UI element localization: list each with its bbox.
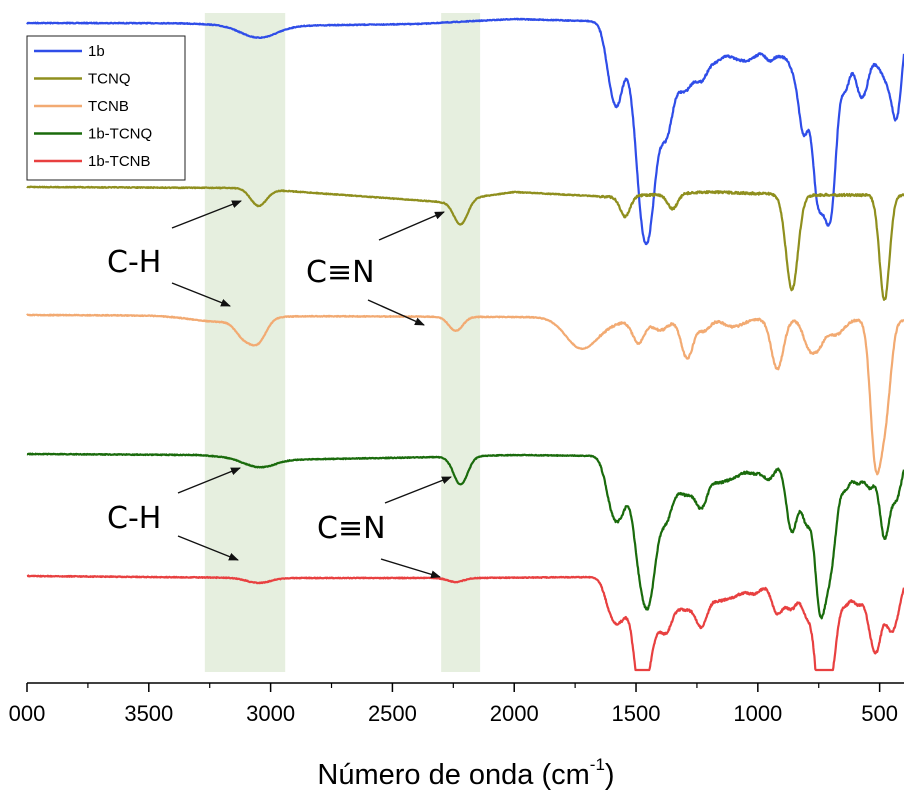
x-tick-label: 2000: [490, 701, 539, 726]
x-axis-label: Número de onda (cm-1): [317, 755, 614, 791]
legend-box: [26, 35, 186, 181]
annotation-label: C-H: [107, 245, 161, 280]
annotation-arrow: [367, 299, 425, 326]
annotations: C-H C≡N C-H C≡N: [107, 200, 452, 579]
legend-label-1b-tcnb: 1b-TCNB: [88, 153, 151, 170]
annotation-arrow: [380, 558, 441, 579]
series-tcnq: [26, 185, 904, 301]
series-line-1b: [26, 17, 904, 246]
x-tick-label: 3000: [246, 701, 295, 726]
legend: 1b TCNQ TCNB 1b-TCNQ 1b-TCNB: [26, 35, 186, 181]
x-tick-label: 1000: [733, 701, 782, 726]
x-ticks: 000 3500 3000 2500 2000 1500 1000 500: [9, 683, 898, 726]
series-line-1b-tcnq: [26, 452, 904, 620]
series-line-tcnq: [26, 185, 904, 301]
x-tick-label: 1500: [612, 701, 661, 726]
annotation-arrow: [384, 476, 452, 504]
annotation-label: C≡N: [306, 255, 375, 290]
series-1b-tcnb: [26, 574, 904, 672]
highlight-band-2: [441, 13, 481, 672]
x-tick-label: 2500: [368, 701, 417, 726]
x-tick-label: 000: [9, 701, 46, 726]
legend-label-tcnb: TCNB: [88, 98, 129, 115]
annotation-arrow: [171, 282, 231, 307]
series-1b-tcnq: [26, 452, 904, 620]
legend-label-1b: 1b: [88, 43, 105, 60]
series-line-1b-tcnb: [26, 574, 904, 672]
series-1b: [26, 17, 904, 246]
highlight-bands: [204, 13, 481, 672]
series-tcnb: [26, 313, 904, 476]
legend-label-1b-tcnq: 1b-TCNQ: [88, 126, 152, 143]
series-line-tcnb: [26, 313, 904, 476]
series-layer: [26, 17, 904, 672]
x-tick-label: 3500: [124, 701, 173, 726]
annotation-label: C-H: [107, 501, 161, 536]
annotation-label: C≡N: [317, 511, 386, 546]
x-axis: 000 3500 3000 2500 2000 1500 1000 500 Número de…: [9, 682, 904, 791]
annotation-arrow: [171, 200, 242, 229]
annotation-arrow: [378, 211, 445, 241]
x-tick-label: 500: [861, 701, 898, 726]
legend-label-tcnq: TCNQ: [88, 71, 131, 88]
annotation-arrow: [177, 467, 241, 494]
annotation-arrow: [177, 535, 239, 561]
